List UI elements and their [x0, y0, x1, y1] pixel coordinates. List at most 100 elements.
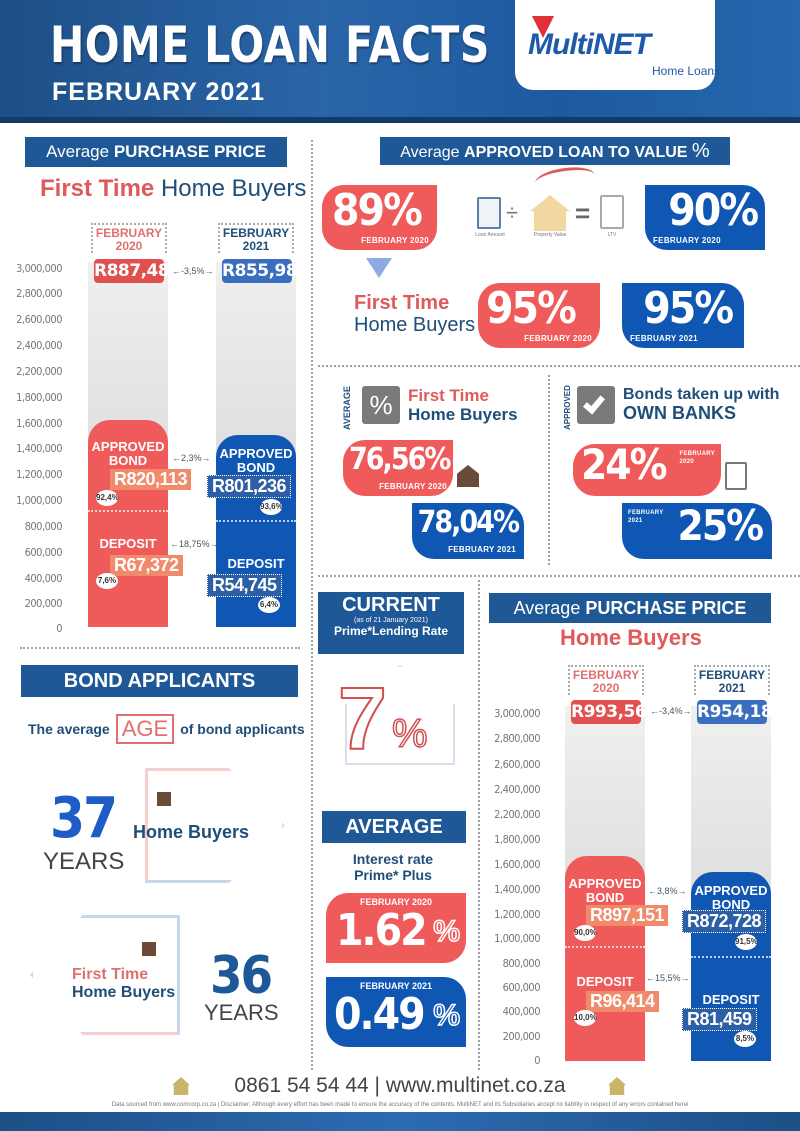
loan-document-icon — [477, 197, 501, 229]
segment-divider — [565, 946, 645, 948]
tick: 2,800,000 — [494, 732, 540, 745]
hb-deposit-change: ←15,5%→ — [646, 973, 690, 983]
label-line: APPROVED — [219, 446, 293, 461]
tick: 1,200,000 — [494, 908, 540, 921]
value: 25% — [677, 501, 764, 550]
title-navy: Home Buyers — [408, 405, 518, 424]
formula-label: Property Value — [533, 232, 567, 238]
label-line: APPROVED — [568, 876, 642, 891]
vertical-divider-3 — [548, 375, 550, 565]
sub-line-2: Prime* Plus — [354, 867, 432, 883]
hb-price-2021: R954,187 — [697, 700, 784, 724]
ltv-ftb-2020: 95% FEBRUARY 2020 — [478, 283, 600, 348]
ftb-age: 36 — [210, 946, 273, 1006]
title-line-2: OWN BANKS — [623, 403, 736, 423]
interest-2020: FEBRUARY 2020 1.62 % — [326, 893, 466, 963]
ftb-share-2021: 78,04% FEBRUARY 2021 — [412, 503, 524, 559]
date: FEBRUARY 2020 — [653, 236, 721, 245]
date: FEBRUARY 2021 — [359, 981, 433, 991]
tick: 200,000 — [24, 597, 63, 610]
bond-change: ←2,3%→ — [172, 453, 211, 463]
value: 78,04% — [417, 505, 520, 540]
tick: 2,400,000 — [494, 783, 540, 796]
bond-2020: R820,113 — [110, 469, 192, 490]
label-line: BOND — [585, 890, 625, 905]
deposit-pct-2020: 7,6% — [96, 573, 118, 589]
date-month: FEBRUARY — [679, 451, 715, 457]
value: 95% — [643, 283, 734, 334]
label-red: First Time — [354, 292, 450, 314]
date-year: 2020 — [679, 459, 695, 465]
hb-deposit-2021: R81,459 — [682, 1008, 757, 1031]
price-2021: R855,981 — [222, 259, 309, 283]
page-title: HOME LOAN FACTS — [50, 16, 490, 74]
value: 1.62 — [336, 905, 428, 956]
house-keys-icon — [157, 792, 171, 806]
prime-pct: % — [391, 711, 428, 757]
caption-post: of bond applicants — [180, 721, 305, 737]
horizontal-divider — [318, 365, 800, 367]
label-line: APPROVED — [91, 439, 165, 454]
label-line: BOND — [108, 453, 148, 468]
logo-brand: MultiNET — [528, 28, 651, 61]
vertical-divider-2 — [478, 575, 480, 1070]
ltv-ftb-label: First Time Home Buyers — [354, 292, 475, 336]
tick: 1,200,000 — [16, 468, 62, 481]
value: 24% — [581, 440, 667, 489]
tick: 1,800,000 — [16, 391, 62, 404]
hb-purchase-title-bar: Average PURCHASE PRICE — [489, 593, 771, 623]
horizontal-divider-2 — [318, 575, 800, 577]
house-icon — [608, 1077, 626, 1095]
ftb-purchase-subtitle: First Time Home Buyers — [40, 175, 306, 203]
deposit-2020: R67,372 — [110, 555, 183, 576]
tick: 2,600,000 — [494, 758, 540, 771]
deposit-change: ←18,75%→ — [170, 539, 219, 549]
prime-title-box: CURRENT (as of 21 January 2021) Prime*Le… — [318, 592, 464, 654]
tick: 600,000 — [24, 546, 63, 559]
deposit-2021: R54,745 — [207, 574, 282, 597]
house-keys-icon — [457, 465, 479, 487]
label-red: First Time — [72, 966, 149, 983]
hb-bond-pct-2021: 91,5% — [735, 934, 758, 950]
pct: % — [433, 914, 461, 949]
house-icon — [172, 1077, 190, 1095]
title-suffix: % — [691, 140, 710, 162]
value: 0.49 — [334, 989, 426, 1040]
footer-contact[interactable]: 0861 54 54 44 | www.multinet.co.za — [234, 1074, 566, 1097]
tick: 0 — [534, 1054, 540, 1067]
ftb-share-title: First Time Home Buyers — [408, 386, 518, 424]
price-change: ←-3,5%→ — [172, 266, 214, 276]
deposit-label-2021: DEPOSIT — [227, 556, 285, 571]
date-year: 2020 — [592, 681, 620, 695]
date-month: FEBRUARY — [95, 226, 163, 240]
date-month: FEBRUARY — [222, 226, 290, 240]
vertical-divider — [311, 140, 313, 1070]
ftb-age-label: First Time Home Buyers — [72, 966, 175, 1002]
date-year: 2021 — [718, 681, 746, 695]
tick: 200,000 — [502, 1030, 541, 1043]
ltv-title-bar: Average APPROVED LOAN TO VALUE % — [380, 137, 730, 165]
curved-arrow-icon — [533, 163, 597, 195]
page-subtitle: FEBRUARY 2021 — [52, 78, 266, 106]
subtitle-navy: Home Buyers — [160, 175, 307, 202]
title-prefix: Average — [513, 598, 581, 618]
col-2020-stack — [88, 420, 168, 627]
ltv-ftb-2021: 95% FEBRUARY 2021 — [622, 283, 744, 348]
logo-container[interactable] — [515, 0, 715, 90]
bond-pct-2020: 92,4% — [96, 490, 119, 506]
date: FEBRUARY 2021 — [630, 334, 698, 343]
tick: 1,000,000 — [16, 494, 62, 507]
ftb-purchase-title-bar: Average PURCHASE PRICE — [25, 137, 287, 167]
formula-label: LTV — [607, 232, 617, 238]
tick: 1,600,000 — [494, 858, 540, 871]
title-main: PURCHASE PRICE — [585, 598, 747, 618]
tick: 2,400,000 — [16, 339, 62, 352]
percent-icon: % — [362, 386, 400, 424]
hb-deposit-label-2021: DEPOSIT — [702, 992, 760, 1007]
label-line: BOND — [711, 897, 751, 912]
col-2021-date: FEBRUARY 2021 — [218, 223, 294, 253]
value: 89% — [332, 185, 423, 236]
own-banks-2021: FEBRUARY 2021 25% — [622, 501, 772, 559]
age-caption: The average AGE of bond applicants — [28, 714, 305, 744]
ftb-share-2020: 76,56% FEBRUARY 2020 — [343, 440, 453, 496]
